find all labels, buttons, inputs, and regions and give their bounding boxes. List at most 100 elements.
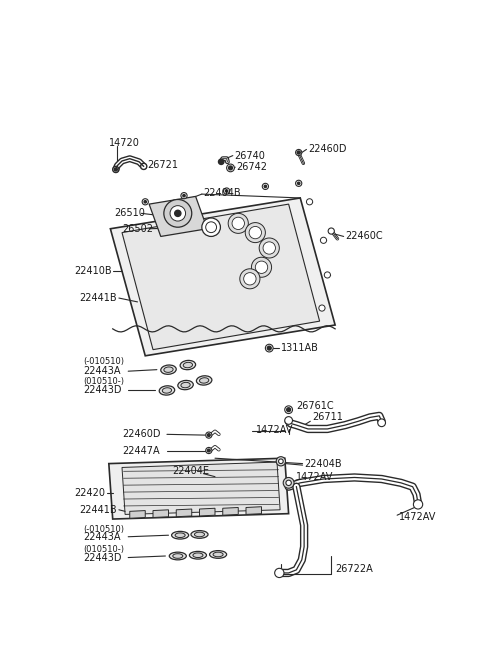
Circle shape [264, 185, 266, 187]
Ellipse shape [178, 381, 193, 390]
Circle shape [183, 195, 185, 196]
Circle shape [218, 159, 224, 164]
Circle shape [249, 227, 262, 239]
Text: 22404E: 22404E [172, 466, 209, 476]
Circle shape [265, 345, 273, 352]
Circle shape [278, 459, 283, 464]
Circle shape [206, 222, 216, 233]
Ellipse shape [194, 532, 204, 536]
Circle shape [262, 183, 268, 189]
Circle shape [285, 406, 292, 413]
Text: 1472AV: 1472AV [296, 472, 334, 483]
Circle shape [181, 193, 187, 198]
Ellipse shape [210, 551, 227, 558]
Polygon shape [149, 196, 207, 236]
Circle shape [255, 261, 268, 273]
Text: 1311AB: 1311AB [281, 343, 319, 353]
Circle shape [206, 447, 212, 454]
Circle shape [263, 242, 276, 254]
Circle shape [245, 223, 265, 242]
Ellipse shape [190, 552, 206, 559]
Text: 22410B: 22410B [74, 266, 111, 276]
Ellipse shape [162, 388, 171, 393]
Text: 22420: 22420 [74, 488, 105, 498]
Ellipse shape [196, 376, 212, 385]
Circle shape [287, 408, 290, 411]
Text: 26742: 26742 [237, 162, 268, 172]
Text: 1472AV: 1472AV [256, 424, 293, 435]
Text: 22404B: 22404B [204, 187, 241, 198]
Text: 14720: 14720 [109, 138, 140, 147]
Circle shape [240, 269, 260, 289]
Circle shape [113, 166, 119, 172]
Ellipse shape [181, 383, 190, 388]
Polygon shape [122, 204, 320, 350]
Circle shape [164, 200, 192, 227]
Circle shape [285, 417, 292, 424]
Ellipse shape [164, 367, 173, 373]
Ellipse shape [180, 360, 196, 369]
Text: 22460D: 22460D [308, 145, 347, 155]
Text: (010510-): (010510-) [83, 377, 124, 386]
Circle shape [306, 198, 312, 205]
Ellipse shape [191, 531, 208, 538]
Text: 26722A: 26722A [335, 564, 373, 574]
Ellipse shape [175, 533, 185, 538]
Circle shape [413, 500, 423, 509]
Circle shape [228, 214, 248, 233]
Circle shape [170, 206, 186, 221]
Circle shape [227, 164, 234, 172]
Text: 26721: 26721 [147, 160, 179, 170]
Circle shape [267, 346, 271, 350]
Circle shape [232, 217, 244, 229]
Text: (-010510): (-010510) [83, 525, 124, 534]
Ellipse shape [183, 362, 192, 367]
Circle shape [141, 163, 147, 170]
Circle shape [224, 188, 230, 194]
Text: 22441B: 22441B [79, 293, 117, 303]
Polygon shape [109, 458, 288, 519]
Circle shape [206, 432, 212, 438]
Text: 22443A: 22443A [83, 366, 121, 376]
Circle shape [378, 419, 385, 426]
Circle shape [296, 149, 302, 156]
Circle shape [298, 182, 300, 185]
Ellipse shape [213, 552, 223, 557]
Circle shape [142, 198, 148, 205]
Text: 26740: 26740 [234, 151, 265, 160]
Polygon shape [122, 462, 280, 514]
Circle shape [324, 272, 330, 278]
Polygon shape [153, 510, 168, 517]
Ellipse shape [193, 553, 203, 557]
Circle shape [252, 257, 272, 277]
Circle shape [114, 168, 117, 171]
Circle shape [296, 180, 302, 187]
Text: 26502: 26502 [122, 224, 153, 234]
Text: 1472AV: 1472AV [399, 512, 436, 523]
Polygon shape [200, 508, 215, 516]
Circle shape [202, 218, 220, 236]
Ellipse shape [173, 553, 183, 558]
Circle shape [244, 272, 256, 285]
Circle shape [275, 569, 284, 578]
Polygon shape [110, 198, 335, 356]
Text: 22447A: 22447A [122, 445, 160, 455]
Text: 22404B: 22404B [304, 458, 342, 468]
Text: (-010510): (-010510) [83, 358, 124, 366]
Text: (010510-): (010510-) [83, 546, 124, 554]
Text: 22443D: 22443D [83, 385, 122, 396]
Circle shape [207, 434, 210, 436]
Circle shape [144, 200, 146, 203]
Polygon shape [223, 508, 238, 515]
Text: 26711: 26711 [312, 413, 343, 422]
Polygon shape [130, 510, 145, 518]
Ellipse shape [169, 552, 186, 560]
Ellipse shape [159, 386, 175, 395]
Circle shape [207, 449, 210, 452]
Text: 22460C: 22460C [345, 231, 383, 242]
Circle shape [297, 151, 300, 154]
Circle shape [259, 238, 279, 258]
Text: 22443A: 22443A [83, 532, 121, 542]
Text: 26761C: 26761C [296, 401, 334, 411]
Text: 22460D: 22460D [122, 429, 160, 440]
